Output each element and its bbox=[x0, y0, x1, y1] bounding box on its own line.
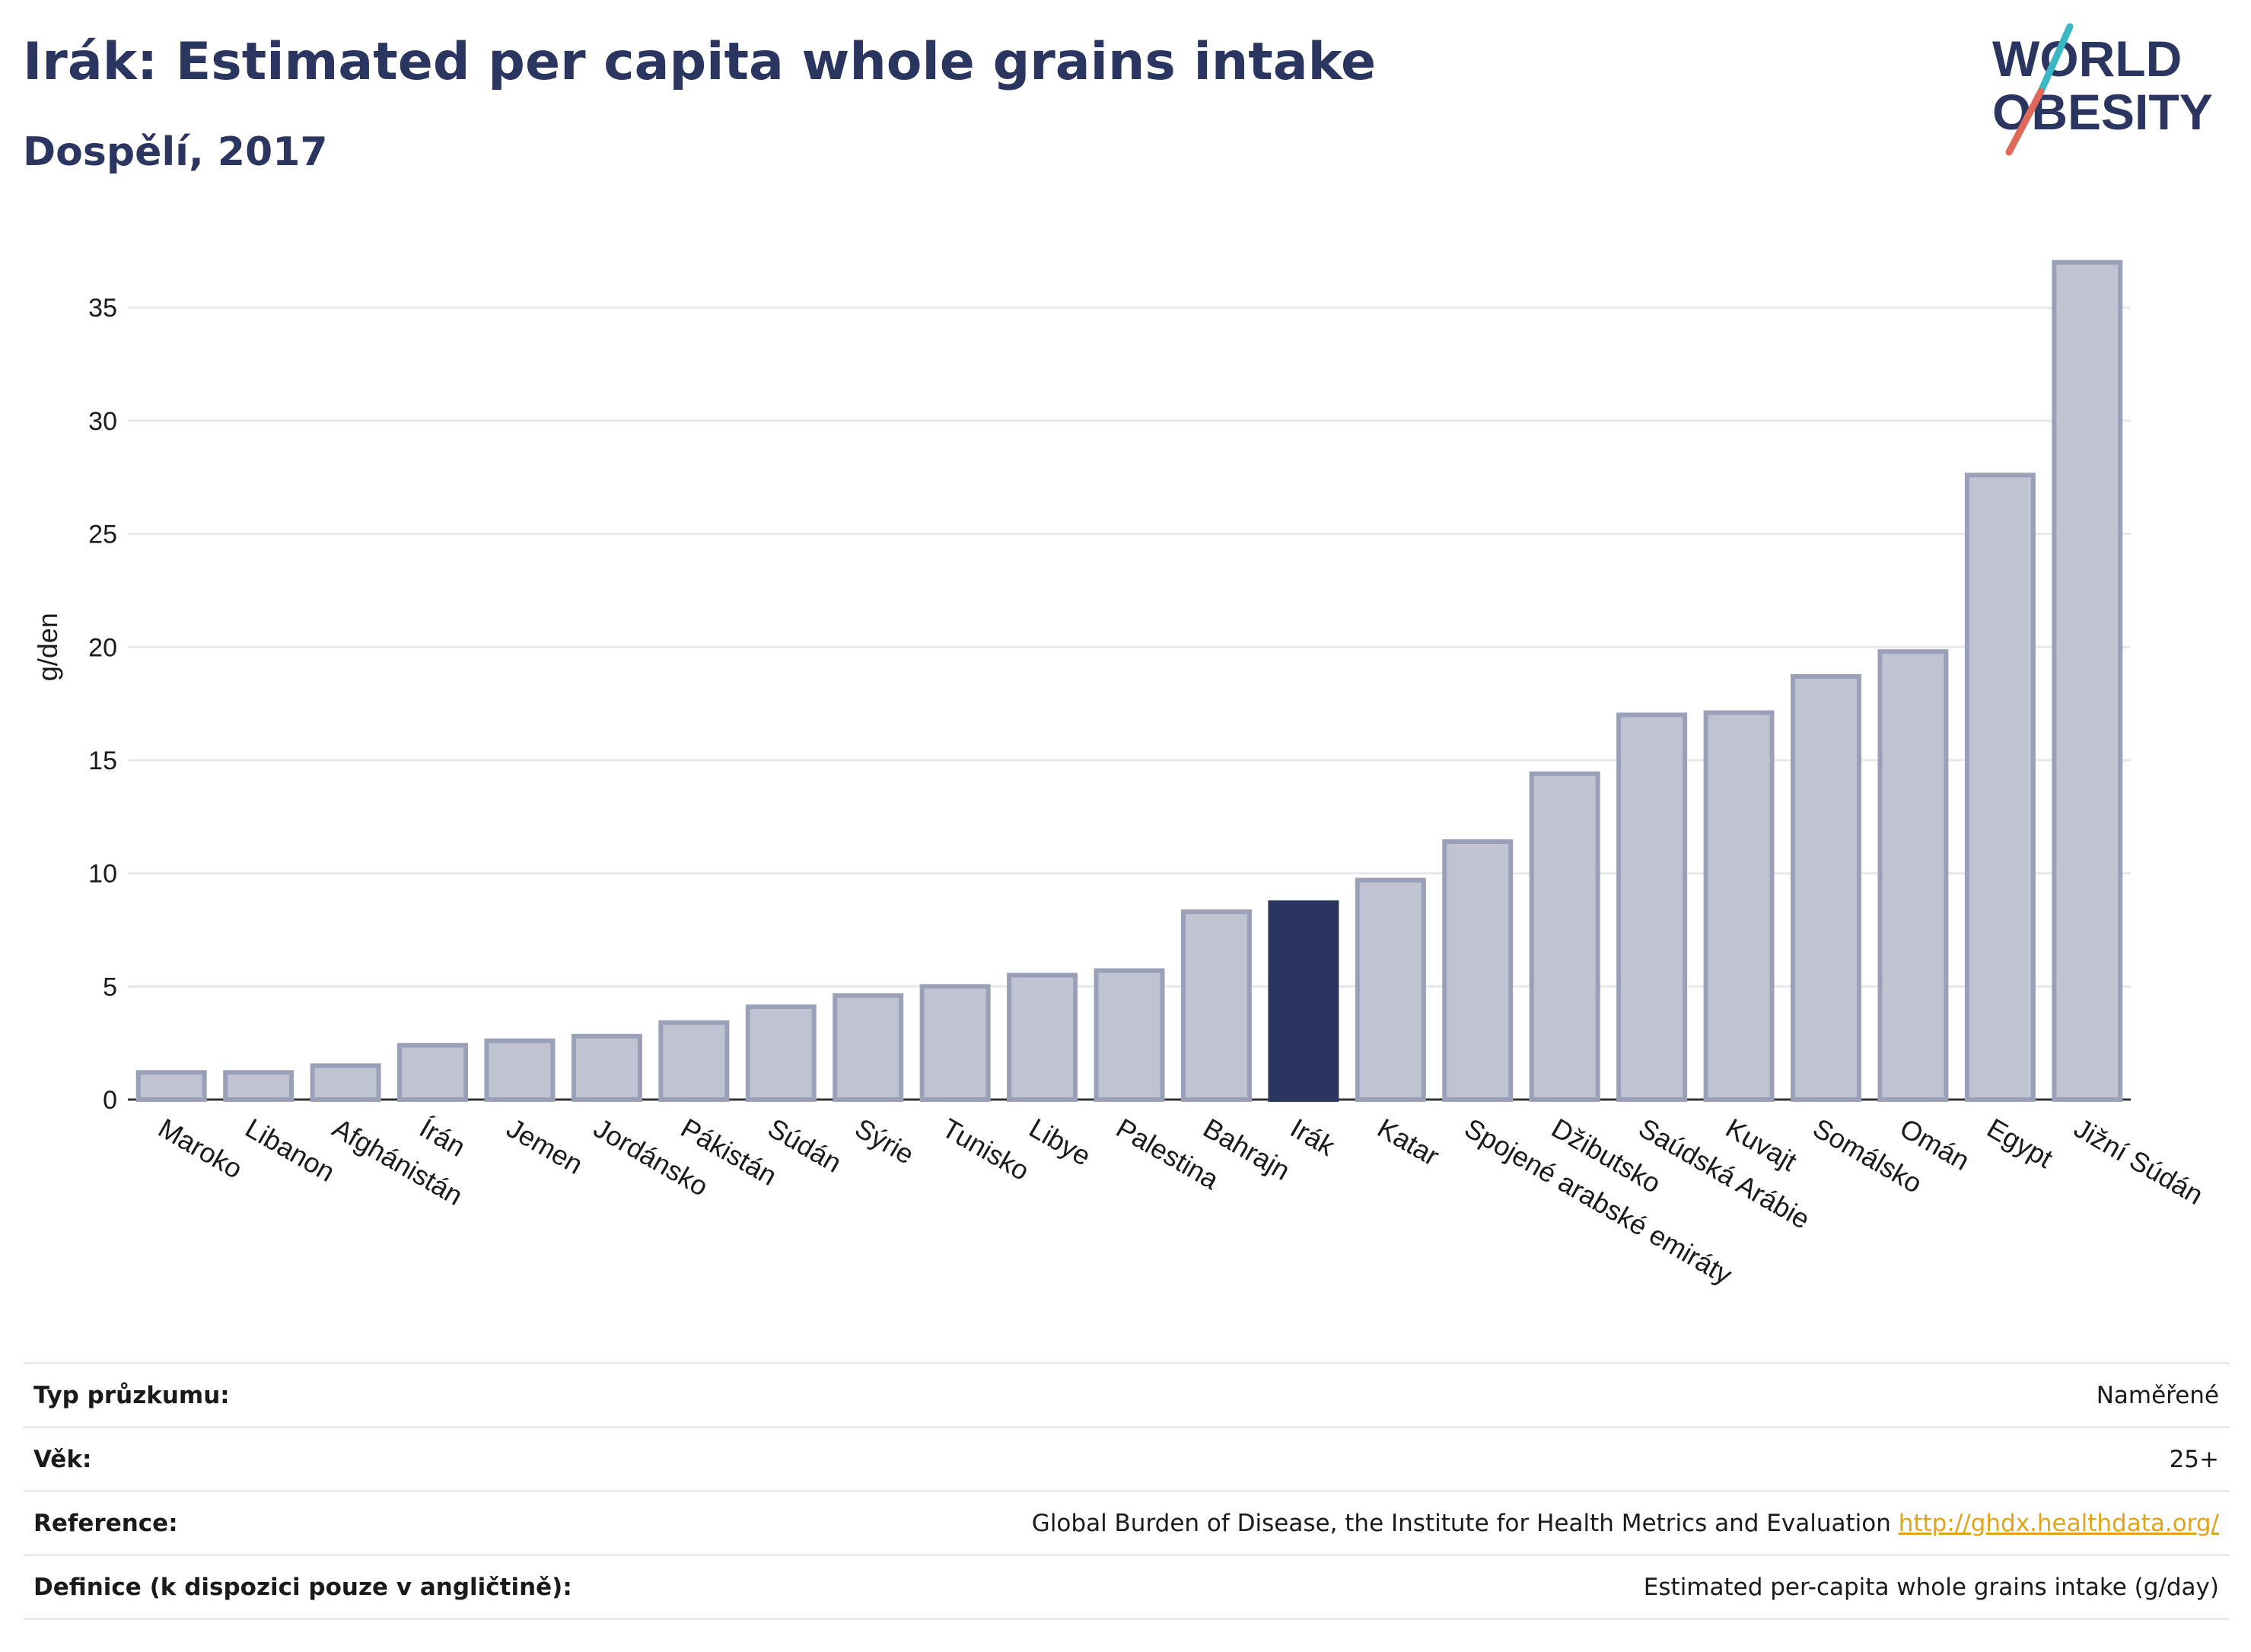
x-tick-label: Sýrie bbox=[850, 1112, 920, 1170]
info-label: Typ průzkumu: bbox=[33, 1381, 230, 1409]
y-tick-label: 5 bbox=[103, 972, 117, 1001]
x-tick-label: Jižní Súdán bbox=[2069, 1112, 2208, 1211]
x-tick-label: Jemen bbox=[501, 1112, 588, 1180]
bar bbox=[833, 993, 904, 1103]
logo-slash-teal bbox=[2037, 23, 2074, 95]
bar bbox=[1180, 909, 1252, 1102]
reference-link[interactable]: http://ghdx.healthdata.org/ bbox=[1898, 1509, 2219, 1537]
info-row-age: Věk: 25+ bbox=[23, 1427, 2230, 1491]
info-value-reference: Global Burden of Disease, the Institute … bbox=[721, 1491, 2230, 1555]
info-table: Typ průzkumu: Naměřené Věk: 25+ Referenc… bbox=[23, 1362, 2230, 1620]
x-tick-label: Libanon bbox=[240, 1112, 340, 1188]
bar bbox=[919, 984, 991, 1102]
x-tick-label: Egypt bbox=[1982, 1112, 2058, 1174]
info-value: Naměřené bbox=[2096, 1381, 2219, 1409]
bar bbox=[571, 1033, 642, 1102]
y-tick-label: 30 bbox=[88, 407, 117, 436]
info-value: 25+ bbox=[2169, 1445, 2219, 1473]
y-tick-label: 25 bbox=[88, 520, 117, 549]
y-axis-label: g/den bbox=[32, 613, 63, 681]
bar bbox=[2052, 259, 2123, 1103]
info-label: Reference: bbox=[33, 1509, 178, 1537]
y-tick-label: 15 bbox=[88, 746, 117, 775]
reference-text: Global Burden of Disease, the Institute … bbox=[1031, 1509, 1891, 1537]
bar bbox=[1703, 710, 1775, 1102]
y-tick-label: 20 bbox=[88, 633, 117, 662]
bars bbox=[135, 259, 2123, 1103]
bar bbox=[397, 1042, 469, 1103]
x-tick-label: Libye bbox=[1024, 1112, 1097, 1172]
bar bbox=[1355, 877, 1426, 1102]
bar bbox=[658, 1020, 730, 1103]
bar-highlight bbox=[1268, 900, 1339, 1103]
bar bbox=[1094, 968, 1165, 1102]
bar bbox=[1529, 771, 1600, 1103]
bar bbox=[135, 1070, 207, 1103]
y-tick-label: 10 bbox=[88, 860, 117, 889]
info-row-survey-type: Typ průzkumu: Naměřené bbox=[23, 1363, 2230, 1428]
y-tick-label: 0 bbox=[103, 1086, 117, 1115]
page-title: Irák: Estimated per capita whole grains … bbox=[23, 32, 1377, 92]
x-tick-label: Tunisko bbox=[937, 1112, 1035, 1186]
info-label: Definice (k dispozici pouze v angličtině… bbox=[33, 1573, 572, 1601]
x-tick-label: Maroko bbox=[153, 1112, 247, 1185]
bar bbox=[1007, 972, 1078, 1103]
world-obesity-logo: WORLD OBESITY bbox=[1992, 23, 2213, 156]
bar bbox=[1616, 712, 1688, 1102]
bar bbox=[745, 1004, 817, 1103]
y-tick-label: 35 bbox=[88, 294, 117, 323]
logo-line2: OBESITY bbox=[1992, 84, 2213, 140]
info-row-reference: Reference: Global Burden of Disease, the… bbox=[23, 1491, 2230, 1555]
page-subtitle: Dospělí, 2017 bbox=[23, 129, 328, 175]
bar bbox=[484, 1038, 556, 1102]
bar bbox=[310, 1063, 381, 1103]
info-label: Věk: bbox=[33, 1445, 92, 1473]
info-value: Estimated per-capita whole grains intake… bbox=[1643, 1573, 2219, 1601]
bar bbox=[1442, 839, 1514, 1102]
x-tick-label: Írán bbox=[415, 1112, 471, 1163]
x-tick-label: Katar bbox=[1372, 1112, 1444, 1172]
info-row-definition: Definice (k dispozici pouze v angličtině… bbox=[23, 1555, 2230, 1619]
logo-slash-red bbox=[2005, 88, 2045, 156]
bar bbox=[1790, 673, 1861, 1102]
logo-line1: WORLD bbox=[1992, 30, 2182, 87]
x-tick-label: Irák bbox=[1285, 1112, 1341, 1162]
bar bbox=[1877, 649, 1949, 1102]
y-tick-labels: 0 5 10 15 20 25 30 35 bbox=[88, 294, 117, 1115]
bar bbox=[1964, 473, 2036, 1102]
bar bbox=[223, 1070, 295, 1103]
